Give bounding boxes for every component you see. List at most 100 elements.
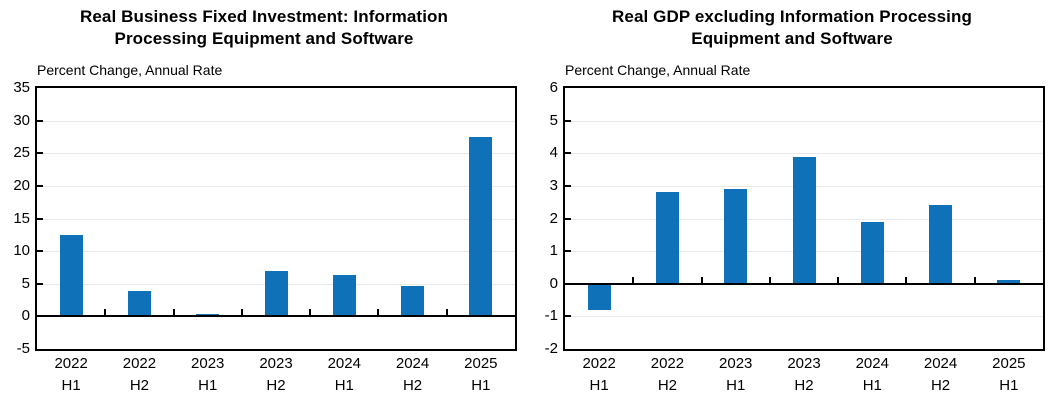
x-tick-label-line: H2 [266,377,286,394]
y-tick-label-25: 25 [13,144,30,162]
chart-title: Real GDP excluding Information Processin… [528,6,1056,50]
zero-axis-line [37,315,515,318]
x-axis-tick-6 [973,276,976,283]
x-axis-tick-3 [240,309,243,316]
x-tick-label-line: H2 [657,377,678,394]
y-tick-5 [565,119,571,122]
investment-chart: Real Business Fixed Investment: Informat… [0,6,528,397]
y-tick-label-6: 6 [549,79,558,96]
zero-axis-line [565,282,1043,285]
x-axis-tick-6 [445,309,448,316]
y-tick-label-15: 15 [13,209,30,227]
gridline-15 [37,219,515,220]
x-tick-label-line: H1 [999,377,1019,394]
x-axis-tick-3 [768,276,771,283]
x-tick-label-line: 2025 [464,355,498,372]
x-tick-label-2024-h1: 2024 H1 [310,353,378,397]
x-tick-label-line: 2024 [855,355,889,372]
y-tick-label--2: -2 [544,340,558,357]
y-tick--1 [565,315,571,318]
x-tick-label-line: 2022 [122,355,157,372]
y-tick-label-30: 30 [13,111,30,129]
chart-title-line-2: Equipment and Software [691,29,893,48]
x-tick-label-2023-h1: 2023 H1 [174,353,242,397]
x-tick-label-line: H2 [930,377,951,394]
plot-area [35,86,517,351]
x-tick-label-line: H2 [402,377,423,394]
x-tick-label-2023-h2: 2023 H2 [242,353,310,397]
x-tick-label-line: H2 [129,377,150,394]
x-tick-label-2025-h1: 2025 H1 [975,353,1043,397]
y-tick-2 [565,217,571,220]
x-tick-label-2025-h1: 2025 H1 [447,353,515,397]
y-tick-label-10: 10 [13,242,30,260]
x-tick-label-line: 2024 [327,355,361,372]
x-tick-label-line: 2023 [191,355,225,372]
bar-2025-h1 [997,280,1021,284]
x-tick-label-line: H1 [198,377,218,394]
bar-2025-h1 [469,136,493,317]
x-tick-label-line: 2024 [923,355,958,372]
gridline-5 [565,121,1043,122]
gdp-chart: Real GDP excluding Information Processin… [528,0,1056,404]
y-tick-label-4: 4 [549,144,558,162]
y-tick-label--1: -1 [544,307,558,325]
gridline-30 [37,121,515,122]
x-tick-label-2024-h1: 2024 H1 [838,353,906,397]
bar-2022-h1 [59,235,83,317]
x-tick-label-line: H1 [862,377,882,394]
chart-title-line-1: Real GDP excluding Information Processin… [612,7,972,26]
y-tick-5 [37,282,43,285]
x-axis-tick-2 [172,309,175,316]
y-tick-label--5: -5 [16,340,30,357]
gridline--1 [565,316,1043,317]
y-tick-label-0: 0 [549,274,558,292]
y-tick-30 [37,119,43,122]
y-tick-3 [565,184,571,187]
bar-2024-h2 [401,286,425,317]
bar-2024-h2 [929,205,953,284]
y-tick-15 [37,217,43,220]
x-tick-label-2023-h2: 2023 H2 [770,353,838,397]
x-axis-tick-1 [632,276,635,283]
x-tick-label-line: 2023 [719,355,753,372]
x-tick-label-line: 2022 [650,355,685,372]
x-tick-label-line: 2024 [395,355,430,372]
x-tick-label-line: 2025 [992,355,1026,372]
y-tick-label-1: 1 [549,242,558,260]
y-tick-label-0: 0 [21,307,30,325]
chart-title-line-1: Real Business Fixed Investment: Informat… [80,7,448,26]
x-tick-label-line: H1 [726,377,746,394]
x-tick-label-2024-h2: 2024 H2 [907,353,975,397]
x-axis-tick-5 [905,276,908,283]
x-tick-label-line: 2023 [787,355,821,372]
bar-2023-h1 [724,189,748,284]
bar-2024-h1 [860,221,884,284]
bar-2023-h2 [264,270,288,317]
gridline-10 [37,251,515,252]
x-tick-label-2022-h2: 2022 H2 [105,353,173,397]
y-tick-1 [565,250,571,253]
chart-title: Real Business Fixed Investment: Informat… [0,6,528,50]
y-axis-note: Percent Change, Annual Rate [565,62,751,78]
y-tick-label-3: 3 [549,176,558,194]
bar-2022-h2 [655,192,679,284]
x-tick-label-2023-h1: 2023 H1 [702,353,770,397]
bar-2022-h1 [587,283,611,310]
y-tick-label-2: 2 [549,209,558,227]
x-tick-label-line: 2022 [54,355,88,372]
y-tick-label-35: 35 [13,79,30,96]
y-tick-10 [37,250,43,253]
y-tick-4 [565,152,571,155]
chart-title-line-2: Processing Equipment and Software [114,29,414,48]
x-tick-label-line: H1 [589,377,609,394]
y-tick-label-5: 5 [21,274,30,292]
bar-2023-h2 [792,156,816,284]
x-axis-tick-5 [377,309,380,316]
bar-2024-h1 [332,275,356,317]
x-axis-tick-4 [837,276,840,283]
y-tick-label-5: 5 [549,111,558,129]
x-tick-label-line: H1 [471,377,491,394]
gridline-20 [37,186,515,187]
